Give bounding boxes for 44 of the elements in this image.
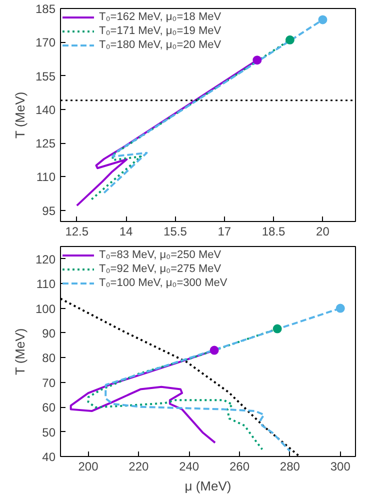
y-tick-label: 185 <box>35 2 56 16</box>
point <box>272 324 282 334</box>
y-tick-label: 60 <box>42 400 56 415</box>
y-tick-label: 170 <box>35 36 56 50</box>
y-tick-label: 110 <box>36 277 56 292</box>
legend-label: T₀=171 MeV, μ₀=19 MeV <box>99 25 222 37</box>
point <box>252 56 262 65</box>
y-tick-label: 140 <box>35 102 56 117</box>
legend-label: T₀=83 MeV, μ₀=250 MeV <box>99 249 222 261</box>
x-tick-label: 18.5 <box>262 224 286 238</box>
point <box>318 15 328 24</box>
y-tick-label: 70 <box>42 376 56 390</box>
legend-label: T₀=92 MeV, μ₀=275 MeV <box>99 263 222 275</box>
y-tick-label: 90 <box>42 326 56 340</box>
y-tick-label: 50 <box>42 425 56 440</box>
line-series <box>60 298 300 456</box>
y-tick-label: 110 <box>36 170 56 184</box>
y-tick-label: 155 <box>35 69 56 84</box>
y-axis-title: T (MeV) <box>12 328 28 375</box>
x-tick-label: 20 <box>316 224 330 238</box>
legend-label: T₀=100 MeV, μ₀=300 MeV <box>99 277 228 289</box>
point <box>336 304 345 313</box>
point <box>210 346 219 355</box>
x-tick-label: 12.5 <box>65 224 89 238</box>
y-axis-title: T (MeV) <box>12 92 28 138</box>
y-tick-label: 125 <box>35 136 56 151</box>
x-tick-label: 300 <box>330 460 351 474</box>
x-tick-label: 17 <box>218 224 232 238</box>
y-tick-label: 120 <box>35 252 56 266</box>
y-tick-label: 100 <box>35 302 56 316</box>
y-tick-label: 95 <box>42 204 56 218</box>
x-axis-title: μ (MeV) <box>184 478 232 494</box>
x-tick-label: 14 <box>119 224 134 238</box>
point <box>285 35 294 44</box>
legend-label: T₀=162 MeV, μ₀=18 MeV <box>99 11 222 23</box>
x-tick-label: 260 <box>230 460 250 474</box>
y-tick-label: 80 <box>42 351 56 366</box>
x-tick-label: 280 <box>280 460 300 474</box>
x-tick-label: 240 <box>179 460 200 474</box>
legend-label: T₀=180 MeV, μ₀=20 MeV <box>99 39 222 51</box>
y-tick-label: 40 <box>42 450 56 464</box>
x-tick-label: 220 <box>128 460 149 474</box>
x-tick-label: 15.5 <box>164 224 188 238</box>
x-tick-label: 200 <box>78 460 99 474</box>
